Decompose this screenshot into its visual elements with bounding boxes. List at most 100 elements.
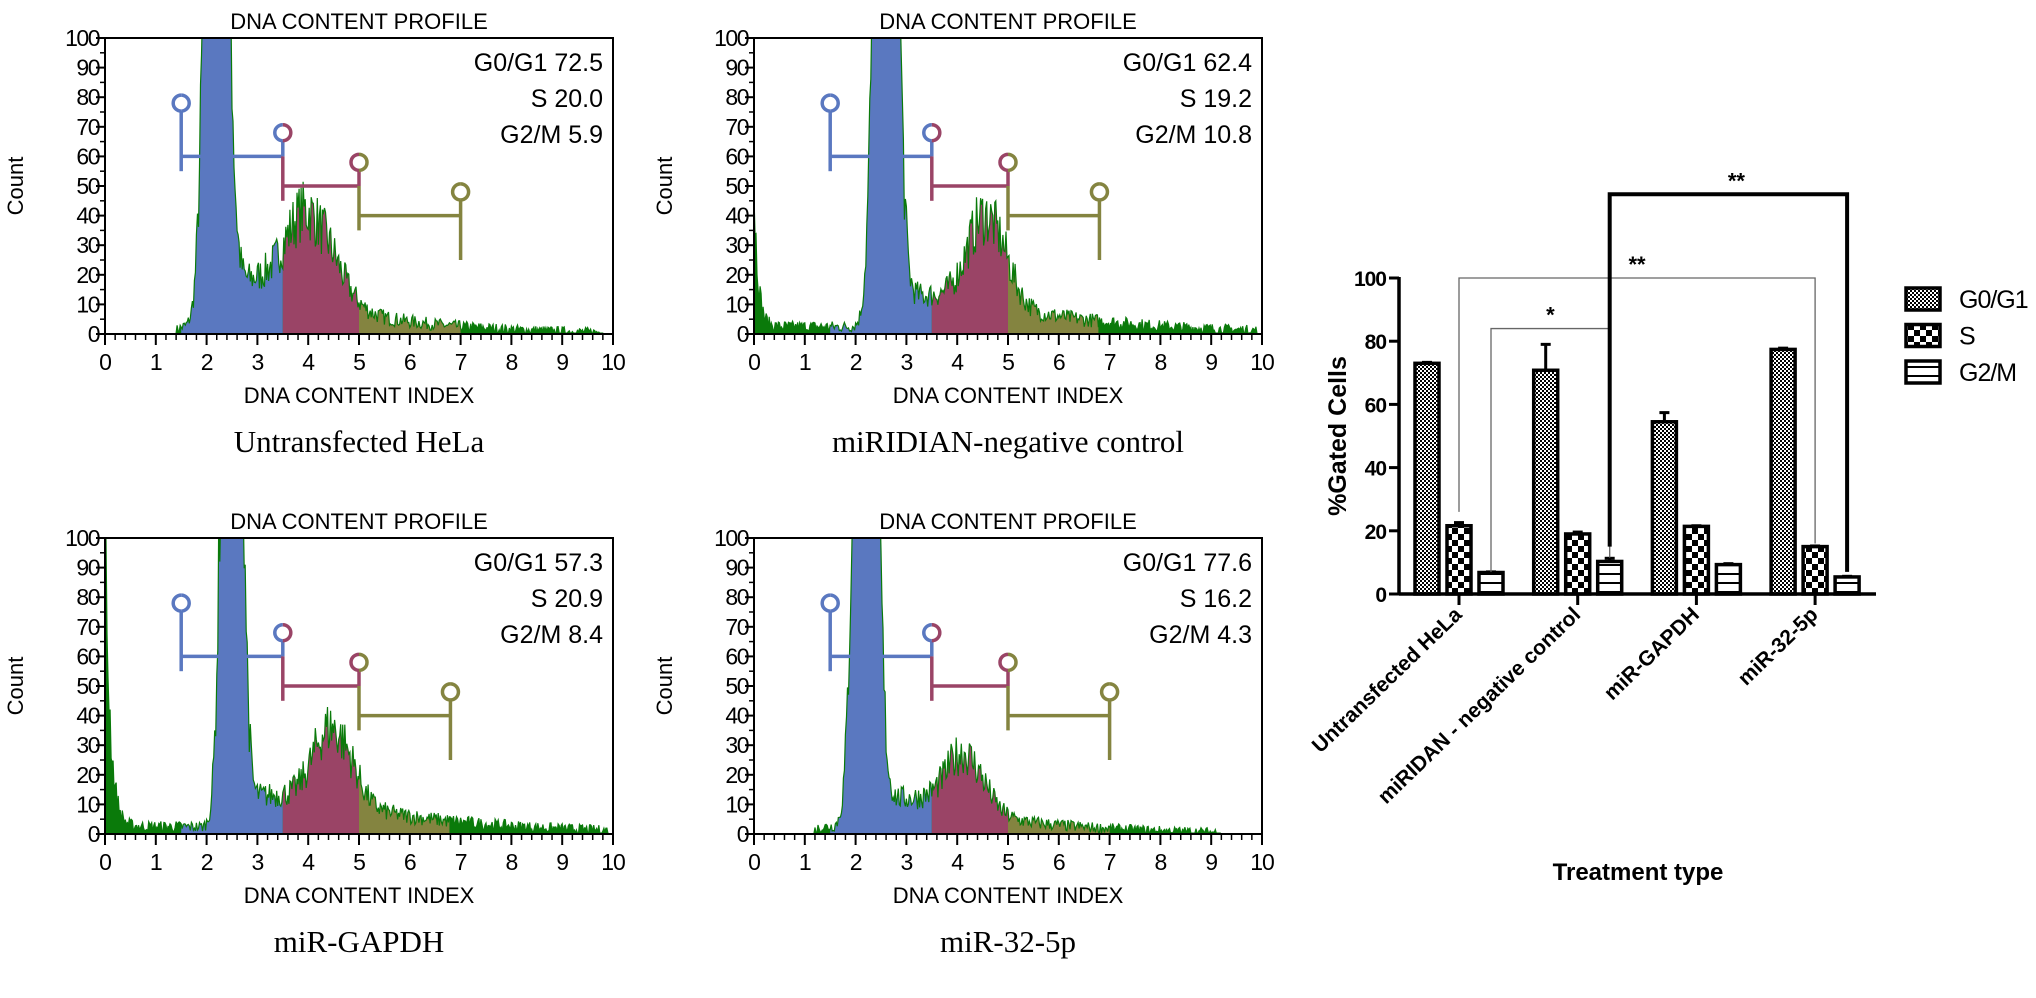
x-tick-label: 1 [799, 849, 811, 875]
s-region [282, 181, 359, 334]
histogram-outline [105, 38, 613, 334]
y-tick-label: 20 [76, 762, 99, 788]
y-tick-label: 80 [725, 584, 748, 610]
bar-g0g1 [1650, 420, 1679, 596]
y-axis-label: Count [3, 657, 28, 716]
x-tick-label: 8 [506, 349, 518, 375]
legend-label: G2/M [1959, 359, 2016, 387]
category-label: miRIDAN - negative control [1374, 603, 1586, 808]
phase-percentage: S 20.9 [531, 585, 603, 613]
gate-handle-icon [450, 182, 461, 202]
y-tick-label: 60 [76, 143, 99, 169]
x-tick-label: 9 [556, 349, 568, 375]
g2m-region [359, 300, 461, 334]
x-axis-label: DNA CONTENT INDEX [893, 883, 1124, 908]
gate-handle-icon [922, 122, 933, 143]
bar-s [1563, 532, 1592, 596]
x-tick-label: 0 [99, 349, 111, 375]
y-tick-label: 100 [65, 25, 100, 51]
x-tick-label: 5 [1002, 849, 1014, 875]
x-tick-label: 4 [951, 849, 964, 875]
significance-label: ** [1728, 168, 1746, 193]
x-tick-label: 3 [901, 849, 913, 875]
y-tick-label: 80 [76, 584, 99, 610]
histogram-panel: DNA CONTENT PROFILE010203040506070809010… [3, 9, 626, 459]
gate-handle-icon [931, 622, 942, 643]
gate-handle-icon [282, 622, 293, 643]
x-tick-label: 3 [901, 349, 913, 375]
x-tick-label: 5 [1002, 349, 1014, 375]
y-tick-label: 50 [76, 673, 99, 699]
legend-label: G0/G1 [1959, 286, 2028, 314]
histogram-title: DNA CONTENT PROFILE [230, 9, 488, 34]
histogram-panel: DNA CONTENT PROFILE010203040506070809010… [652, 509, 1275, 959]
y-axis-label: Count [652, 157, 677, 216]
x-axis-label: DNA CONTENT INDEX [244, 883, 475, 908]
gate-handle-icon [829, 93, 840, 113]
legend-swatch [1904, 322, 1942, 349]
y-tick-label: 50 [76, 173, 99, 199]
phase-percentage: G2/M 8.4 [500, 621, 603, 649]
bar-g2m [1477, 570, 1505, 596]
y-tick-label: 40 [725, 203, 748, 229]
x-tick-label: 5 [353, 349, 365, 375]
phase-percentage: S 20.0 [531, 85, 603, 113]
x-tick-label: 4 [302, 349, 315, 375]
y-tick-label: 100 [65, 525, 100, 551]
y-tick-label: 10 [725, 791, 748, 817]
y-tick-label: 70 [76, 614, 99, 640]
y-tick-label: 60 [725, 143, 748, 169]
y-tick-label: 100 [1354, 268, 1386, 291]
legend-label: S [1959, 323, 1975, 351]
gate-handle-icon [358, 652, 369, 673]
panel-caption: miRIDIAN-negative control [832, 424, 1184, 459]
x-tick-label: 9 [1205, 349, 1217, 375]
x-tick-label: 1 [799, 349, 811, 375]
x-tick-label: 10 [601, 349, 625, 375]
y-tick-label: 70 [76, 114, 99, 140]
x-tick-label: 6 [1053, 349, 1065, 375]
bar-g0g1 [1531, 368, 1560, 596]
y-tick-label: 80 [76, 84, 99, 110]
y-tick-label: 70 [725, 614, 748, 640]
x-tick-label: 2 [201, 349, 213, 375]
panel-caption: miR-GAPDH [274, 924, 445, 959]
gate-markers [171, 93, 471, 260]
s-region [931, 737, 1008, 834]
y-tick-label: 100 [714, 525, 749, 551]
bar-g0g1 [1769, 347, 1797, 596]
y-tick-label: 40 [76, 703, 99, 729]
histogram-panel: DNA CONTENT PROFILE010203040506070809010… [3, 509, 626, 959]
x-tick-label: 0 [748, 349, 760, 375]
y-tick-label: 60 [76, 643, 99, 669]
y-tick-label: 10 [76, 791, 99, 817]
gate-handle-icon [349, 652, 360, 673]
s-region [282, 707, 359, 834]
y-tick-label: 100 [714, 25, 749, 51]
gate-handle-icon [922, 622, 933, 643]
significance-label: * [1546, 303, 1555, 328]
gate-handle-icon [1099, 182, 1110, 202]
gate-handle-icon [180, 593, 191, 613]
phase-percentage: G2/M 4.3 [1149, 621, 1252, 649]
gate-handle-icon [820, 593, 831, 613]
gate-handle-icon [1007, 152, 1018, 173]
y-tick-label: 10 [725, 291, 748, 317]
histogram-title: DNA CONTENT PROFILE [230, 509, 488, 534]
bar-g2m [1714, 562, 1743, 596]
x-tick-label: 6 [1053, 849, 1065, 875]
x-axis-label: DNA CONTENT INDEX [893, 383, 1124, 408]
phase-percentage: G0/G1 62.4 [1123, 49, 1252, 77]
gate-handle-icon [171, 93, 182, 113]
y-tick-label: 90 [725, 555, 748, 581]
bar-g2m [1833, 575, 1861, 596]
gate-handle-icon [282, 122, 293, 143]
y-tick-label: 30 [76, 732, 99, 758]
x-tick-label: 9 [1205, 849, 1217, 875]
category-label: miR-32-5p [1734, 603, 1823, 690]
gate-handle-icon [460, 182, 471, 202]
x-tick-label: 7 [455, 849, 467, 875]
y-tick-label: 30 [725, 732, 748, 758]
histogram-title: DNA CONTENT PROFILE [879, 9, 1137, 34]
